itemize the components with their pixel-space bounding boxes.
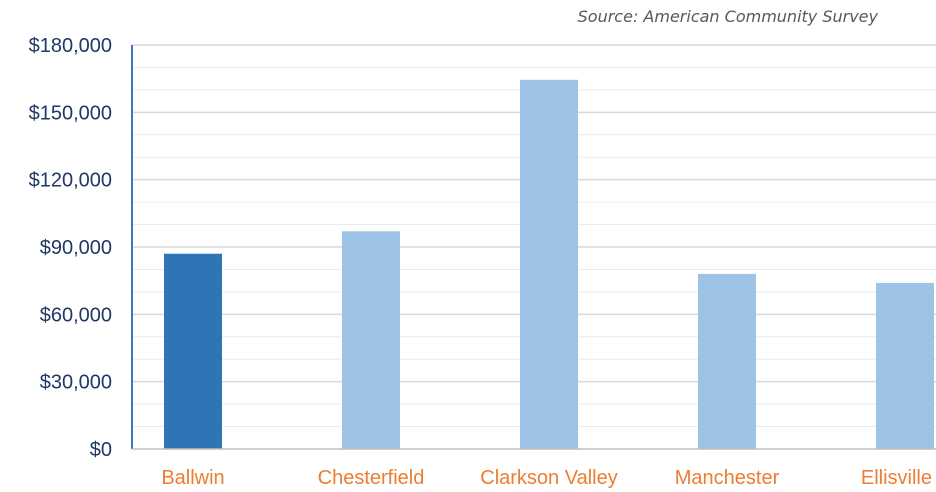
bar bbox=[698, 273, 756, 449]
bars bbox=[164, 79, 934, 450]
y-tick-label: $180,000 bbox=[29, 35, 112, 57]
x-axis-tick-labels: Ballwin Chesterfield Clarkson Valley Manche… bbox=[161, 467, 932, 489]
x-tick-label: Ballwin bbox=[161, 467, 224, 489]
x-tick-label: Ellisville bbox=[861, 467, 932, 489]
y-tick-label: $60,000 bbox=[40, 304, 112, 326]
y-tick-label: $0 bbox=[90, 439, 112, 461]
y-tick-label: $150,000 bbox=[29, 102, 112, 124]
bar bbox=[164, 253, 222, 449]
x-tick-label: Clarkson Valley bbox=[480, 467, 617, 489]
x-tick-label: Chesterfield bbox=[318, 467, 425, 489]
bar bbox=[342, 231, 400, 449]
y-tick-label: $90,000 bbox=[40, 237, 112, 259]
source-note: Source: American Community Survey bbox=[577, 7, 878, 26]
bar bbox=[520, 79, 578, 450]
bar bbox=[876, 282, 934, 449]
y-tick-label: $120,000 bbox=[29, 170, 112, 192]
y-tick-label: $30,000 bbox=[40, 372, 112, 394]
x-tick-label: Manchester bbox=[675, 467, 780, 489]
y-axis-tick-labels: $0 $30,000 $60,000 $90,000 $120,000 $150,000 $… bbox=[29, 35, 112, 461]
